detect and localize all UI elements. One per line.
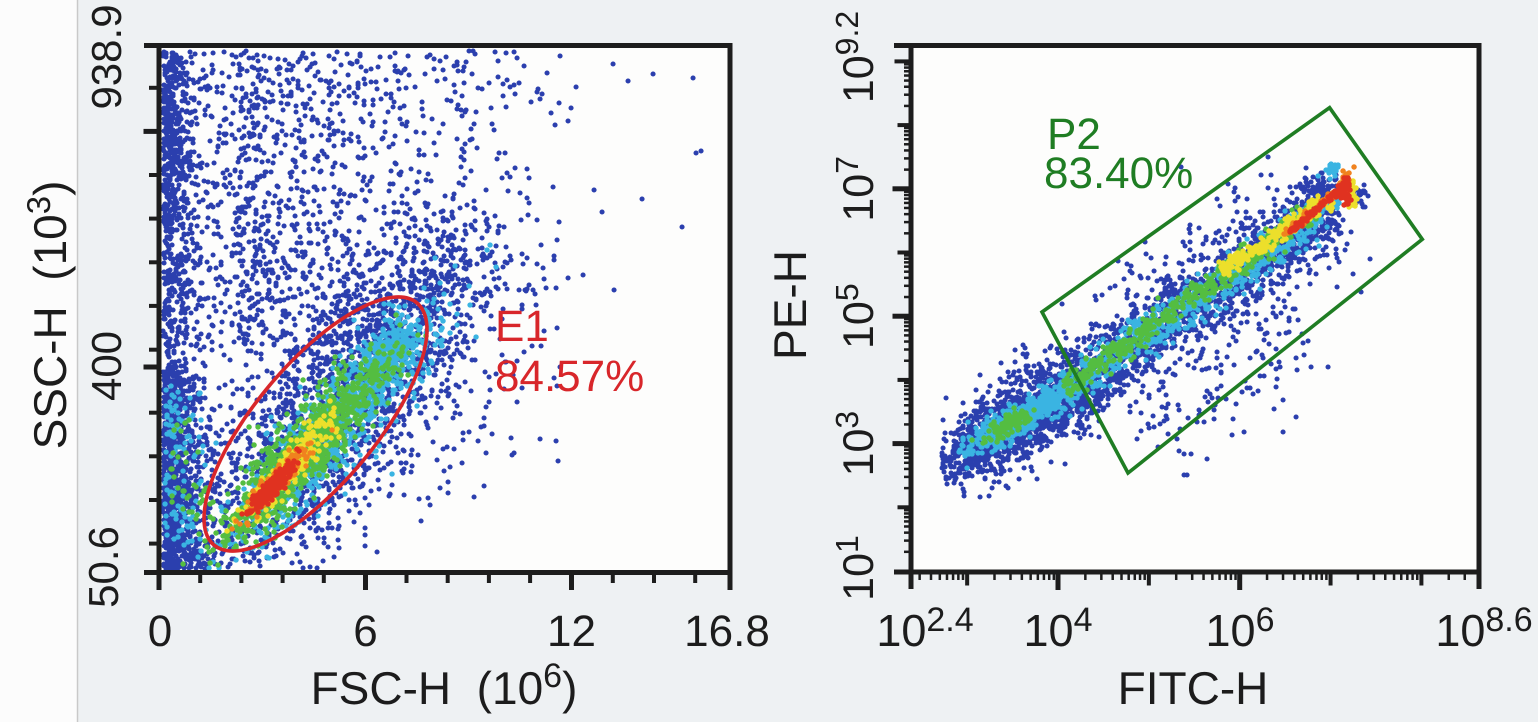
svg-text:E1: E1 (495, 302, 549, 351)
svg-text:0: 0 (148, 607, 172, 656)
svg-text:PE-H: PE-H (764, 250, 816, 360)
svg-text:102.4: 102.4 (876, 601, 973, 656)
svg-text:12: 12 (547, 607, 596, 656)
svg-text:P2: P2 (1047, 110, 1101, 159)
svg-text:FSC-H (106): FSC-H (106) (311, 657, 578, 714)
svg-text:50.6: 50.6 (80, 526, 127, 608)
svg-text:84.57%: 84.57% (495, 352, 644, 401)
svg-text:FITC-H: FITC-H (1118, 662, 1269, 714)
svg-text:16.8: 16.8 (684, 607, 770, 656)
svg-text:6: 6 (353, 607, 377, 656)
svg-text:83.40%: 83.40% (1044, 149, 1193, 198)
svg-text:938.9: 938.9 (83, 4, 130, 109)
svg-text:SSC-H (103): SSC-H (103) (20, 181, 76, 450)
svg-text:103: 103 (829, 411, 883, 477)
svg-text:400: 400 (83, 331, 130, 401)
